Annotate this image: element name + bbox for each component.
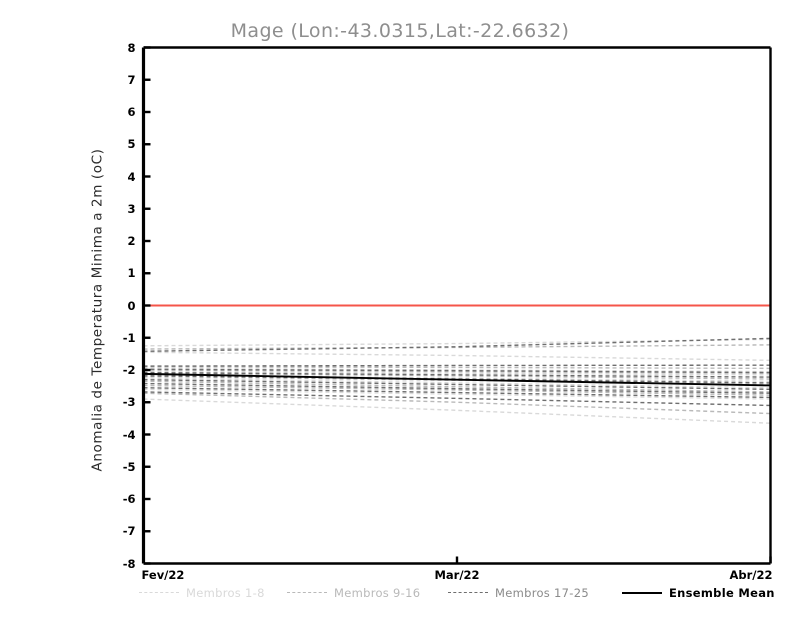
series-line — [143, 366, 771, 370]
x-axis-tick-label: Abr/22 — [729, 567, 773, 582]
legend-swatch-dashed-icon — [287, 592, 327, 594]
legend-swatch-dashed-icon — [448, 592, 488, 594]
y-axis-tick-label: -6 — [122, 492, 136, 506]
y-axis-tick-label: -7 — [122, 524, 136, 539]
y-axis-tick-label: 7 — [127, 72, 136, 87]
chart-legend: Membros 1-8 Membros 9-16 Membros 17-25 E… — [0, 586, 800, 606]
y-axis-tick-label: 1 — [127, 266, 136, 281]
y-axis-tick-label: 6 — [127, 105, 136, 119]
y-axis-tick-label: 3 — [127, 201, 136, 216]
legend-label: Membros 17-25 — [495, 586, 589, 600]
y-axis-tick-label: 0 — [127, 298, 136, 313]
y-axis-tick-label: -8 — [122, 556, 136, 571]
legend-label: Membros 9-16 — [334, 586, 421, 600]
legend-item-membros-17-25[interactable]: Membros 17-25 — [448, 586, 589, 600]
legend-label: Membros 1-8 — [186, 586, 265, 600]
y-axis-tick-label: -1 — [122, 330, 136, 345]
legend-swatch-solid-icon — [622, 592, 662, 594]
legend-swatch-dashed-icon — [139, 592, 179, 594]
series-line — [143, 351, 771, 362]
y-axis-tick-label: 2 — [127, 234, 136, 248]
y-axis-tick-label: -2 — [122, 363, 136, 377]
series-line — [143, 364, 771, 367]
series-line — [143, 372, 771, 387]
legend-item-membros-1-8[interactable]: Membros 1-8 — [139, 586, 265, 600]
x-axis-tick-label: Fev/22 — [141, 567, 185, 582]
y-axis-tick-label: 4 — [127, 169, 136, 184]
y-axis-tick-label: 8 — [127, 40, 136, 55]
legend-item-ensemble-mean[interactable]: Ensemble Mean — [622, 586, 775, 600]
chart-title: Mage (Lon:-43.0315,Lat:-22.6632) — [230, 20, 570, 42]
y-axis-tick-label: -3 — [122, 395, 136, 410]
legend-label: Ensemble Mean — [669, 586, 775, 600]
series-layer — [143, 337, 771, 424]
legend-item-membros-9-16[interactable]: Membros 9-16 — [287, 586, 420, 600]
y-axis-tick-label: 5 — [127, 137, 136, 152]
y-axis-tick-label: -4 — [122, 427, 136, 442]
y-axis-tick-label: -5 — [122, 459, 136, 474]
axis-ticks-layer — [142, 46, 772, 565]
x-axis-tick-label: Mar/22 — [434, 567, 480, 582]
